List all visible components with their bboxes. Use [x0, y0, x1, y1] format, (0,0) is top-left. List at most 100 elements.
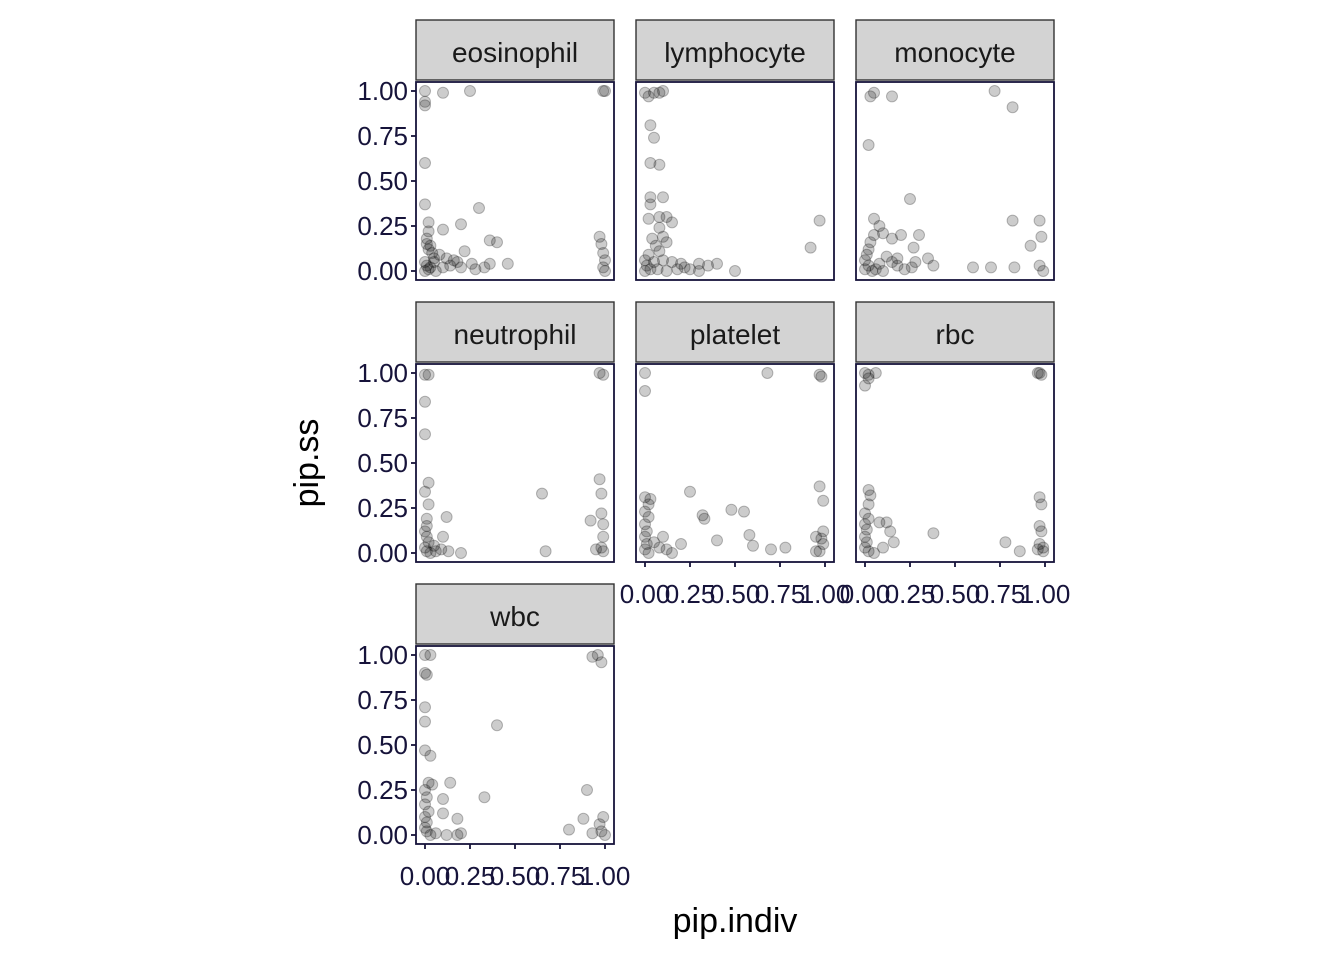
data-point	[815, 370, 828, 383]
facet-strip	[415, 19, 615, 81]
data-point	[886, 232, 898, 245]
data-point	[422, 225, 435, 238]
data-point	[597, 261, 610, 274]
data-point	[862, 139, 875, 151]
data-point	[815, 532, 828, 545]
data-point	[422, 476, 435, 489]
data-point	[859, 507, 871, 520]
data-point	[590, 543, 602, 556]
data-point	[437, 530, 449, 543]
data-point	[1035, 525, 1048, 538]
data-point	[419, 428, 431, 441]
data-point	[864, 489, 877, 502]
data-point	[419, 821, 431, 834]
data-point	[898, 263, 911, 276]
data-point	[868, 86, 880, 99]
data-point	[653, 541, 666, 554]
data-point	[595, 541, 608, 554]
data-point	[895, 229, 907, 241]
data-point	[640, 259, 653, 272]
data-point	[711, 257, 723, 270]
data-point	[429, 827, 442, 840]
y-tick-label: 0.50	[357, 166, 408, 196]
data-point	[563, 823, 575, 836]
data-point	[653, 221, 666, 234]
data-point	[444, 259, 457, 272]
data-point	[675, 538, 687, 550]
data-point	[859, 263, 871, 276]
data-point	[429, 265, 442, 277]
facet-strip-label: rbc	[936, 319, 975, 350]
y-tick-label: 0.25	[357, 493, 408, 523]
facet-strip-label: monocyte	[894, 37, 1015, 68]
data-point	[639, 518, 651, 531]
x-tick-label: 0.25	[445, 861, 496, 891]
data-point	[868, 547, 880, 559]
data-point	[420, 512, 433, 525]
data-point	[597, 545, 610, 558]
data-point	[747, 539, 759, 552]
data-point	[859, 254, 871, 267]
data-point	[862, 368, 875, 381]
data-point	[884, 525, 897, 538]
data-point	[586, 827, 599, 840]
data-point	[451, 812, 464, 825]
data-point	[657, 85, 669, 97]
data-point	[451, 829, 464, 841]
data-point	[711, 534, 723, 547]
data-point	[1033, 520, 1046, 532]
data-point	[862, 545, 875, 558]
data-point	[1008, 261, 1021, 274]
facet-strip	[855, 301, 1055, 363]
data-point	[1037, 265, 1050, 277]
data-point	[693, 265, 705, 277]
data-point	[657, 530, 669, 543]
data-point	[653, 86, 666, 99]
data-point	[491, 719, 503, 732]
data-point	[483, 257, 496, 270]
facet-lymphocyte: lymphocyte	[635, 19, 835, 281]
data-point	[599, 829, 611, 841]
data-point	[597, 518, 610, 531]
data-point	[810, 545, 822, 558]
x-tick-label: 0.50	[710, 579, 761, 609]
data-point	[639, 385, 651, 397]
data-point	[905, 261, 918, 274]
data-point	[455, 261, 467, 274]
data-point	[1031, 543, 1044, 556]
data-point	[684, 485, 696, 498]
data-point	[817, 538, 830, 550]
data-point	[419, 157, 431, 169]
data-point	[644, 263, 657, 276]
data-point	[440, 252, 453, 265]
data-point	[859, 541, 871, 554]
data-point	[666, 216, 678, 229]
data-point	[597, 530, 610, 543]
data-point	[591, 649, 604, 661]
data-point	[644, 191, 657, 204]
data-point	[657, 230, 669, 243]
data-point	[469, 263, 482, 276]
data-point	[642, 248, 655, 261]
data-point	[458, 245, 471, 258]
data-point	[913, 229, 925, 241]
y-tick-label: 0.00	[357, 256, 408, 286]
facet-strip	[635, 301, 835, 363]
data-point	[599, 85, 611, 97]
data-point	[420, 232, 433, 245]
data-point	[642, 212, 655, 225]
x-tick-label: 0.25	[665, 579, 716, 609]
data-point	[586, 650, 599, 663]
data-point	[422, 368, 435, 381]
data-point	[639, 530, 651, 543]
panel-background	[415, 81, 615, 281]
data-point	[967, 261, 979, 274]
data-point	[593, 367, 606, 379]
data-point	[644, 493, 657, 505]
data-point	[424, 829, 437, 841]
data-point	[593, 818, 606, 831]
x-tick-label: 0.00	[620, 579, 671, 609]
data-point	[999, 536, 1012, 549]
data-point	[657, 254, 669, 267]
